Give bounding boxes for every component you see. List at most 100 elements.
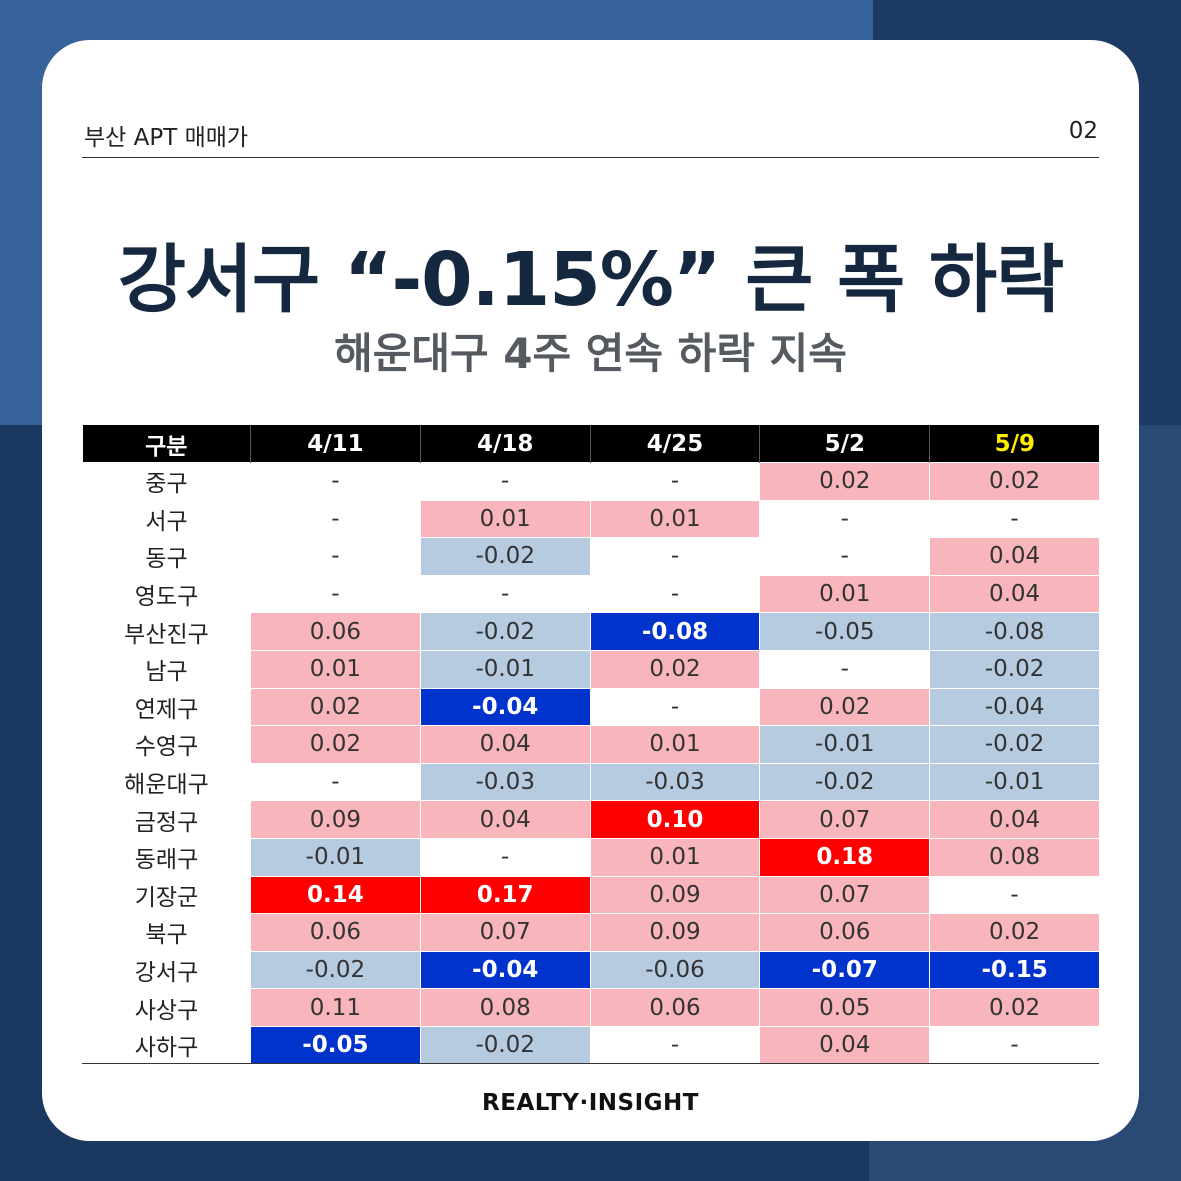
value-cell: 0.02	[929, 913, 1100, 952]
value-cell: -0.05	[759, 612, 931, 651]
value-cell: 0.06	[250, 612, 421, 651]
price-change-table: 구분 4/11 4/18 4/25 5/2 5/9 중구 - - -0.02 0.02 서구 -0.…	[82, 425, 1100, 1065]
value-cell: 0.01	[759, 574, 931, 614]
value-cell: -0.01	[929, 762, 1100, 802]
page-subtitle: 해운대구 4주 연속 하락 지속	[334, 329, 847, 378]
value-cell: -	[589, 687, 761, 727]
value-cell: -	[419, 462, 591, 501]
value-cell: 0.17	[419, 875, 591, 915]
table-row: 영도구 - - -0.01 0.04	[82, 574, 1100, 614]
value-cell: -0.02	[759, 762, 931, 802]
district-label: 연제구	[82, 687, 251, 727]
table-row: 서구 -0.01 0.01- -	[82, 499, 1100, 539]
price-change-table-container: 구분 4/11 4/18 4/25 5/2 5/9 중구 - - -0.02 0.02 서구 -0.…	[82, 425, 1100, 1065]
value-cell: -0.02	[419, 1025, 591, 1065]
district-label: 강서구	[82, 950, 251, 990]
value-cell: -	[589, 462, 761, 501]
value-cell: 0.02	[589, 649, 761, 689]
value-cell: 0.02	[929, 988, 1100, 1027]
value-cell: 0.06	[759, 913, 931, 952]
value-cell: -0.02	[250, 950, 421, 990]
value-cell: -	[250, 499, 421, 539]
district-label: 남구	[82, 649, 251, 689]
value-cell: -0.03	[589, 762, 761, 802]
value-cell: -0.06	[589, 950, 761, 990]
district-label: 동구	[82, 537, 251, 576]
table-row: 금정구 0.09 0.04 0.10 0.07 0.04	[82, 800, 1100, 839]
value-cell: -	[759, 499, 931, 539]
value-cell: -0.15	[929, 950, 1100, 990]
value-cell: 0.07	[759, 800, 931, 839]
district-label: 동래구	[82, 837, 251, 877]
value-cell: 0.14	[250, 875, 421, 915]
district-label: 수영구	[82, 725, 251, 764]
value-cell: 0.01	[589, 499, 761, 539]
value-cell: 0.11	[250, 988, 421, 1027]
value-cell: 0.02	[250, 687, 421, 727]
district-label: 북구	[82, 913, 251, 952]
value-cell: 0.02	[250, 725, 421, 764]
table-row: 북구 0.06 0.07 0.09 0.06 0.02	[82, 913, 1100, 952]
value-cell: 0.04	[419, 800, 591, 839]
value-cell: 0.01	[589, 837, 761, 877]
district-label: 사하구	[82, 1025, 251, 1065]
value-cell: 0.01	[250, 649, 421, 689]
table-row: 연제구 0.02 -0.04-0.02 -0.04	[82, 687, 1100, 727]
column-header-week: 5/2	[759, 425, 931, 463]
value-cell: -	[419, 837, 591, 877]
table-body: 중구 - - -0.02 0.02 서구 -0.01 0.01- - 동구 - -0.02- -0.04…	[82, 462, 1100, 1065]
value-cell: -0.04	[419, 687, 591, 727]
value-cell: -0.01	[250, 837, 421, 877]
district-label: 부산진구	[82, 612, 251, 651]
value-cell: -0.02	[419, 612, 591, 651]
value-cell: 0.07	[419, 913, 591, 952]
page-number: 02	[1068, 118, 1098, 144]
value-cell: 0.04	[929, 800, 1100, 839]
district-label: 서구	[82, 499, 251, 539]
value-cell: -	[589, 574, 761, 614]
value-cell: -	[589, 537, 761, 576]
table-row: 강서구 -0.02 -0.04 -0.06 -0.07 -0.15	[82, 950, 1100, 990]
value-cell: -0.02	[419, 537, 591, 576]
value-cell: 0.09	[589, 875, 761, 915]
header-label: 부산 APT 매매가	[84, 125, 249, 151]
table-row: 사하구 -0.05 -0.02-0.04-	[82, 1025, 1100, 1065]
page-title: 강서구 “-0.15%” 큰 폭 하락	[117, 237, 1064, 323]
table-row: 수영구 0.02 0.04 0.01 -0.01 -0.02	[82, 725, 1100, 764]
district-label: 영도구	[82, 574, 251, 614]
value-cell: 0.18	[759, 837, 931, 877]
value-cell: 0.04	[759, 1025, 931, 1065]
value-cell: -	[250, 762, 421, 802]
district-label: 사상구	[82, 988, 251, 1027]
column-header-district: 구분	[82, 425, 251, 463]
value-cell: -	[929, 499, 1100, 539]
value-cell: -	[419, 574, 591, 614]
district-label: 기장군	[82, 875, 251, 915]
brand-footer: REALTY·INSIGHT	[482, 1090, 699, 1116]
value-cell: 0.09	[589, 913, 761, 952]
value-cell: -0.02	[929, 725, 1100, 764]
value-cell: -	[929, 875, 1100, 915]
value-cell: 0.08	[929, 837, 1100, 877]
value-cell: -0.04	[419, 950, 591, 990]
value-cell: 0.04	[929, 574, 1100, 614]
value-cell: 0.02	[929, 462, 1100, 501]
value-cell: -	[929, 1025, 1100, 1065]
value-cell: 0.10	[589, 800, 761, 839]
table-row: 동구 - -0.02- -0.04	[82, 537, 1100, 576]
table-bottom-divider	[82, 1063, 1099, 1064]
column-header-week: 5/9	[929, 425, 1100, 463]
value-cell: -	[589, 1025, 761, 1065]
value-cell: -0.01	[419, 649, 591, 689]
value-cell: 0.04	[929, 537, 1100, 576]
value-cell: 0.08	[419, 988, 591, 1027]
table-row: 부산진구 0.06 -0.02 -0.08 -0.05 -0.08	[82, 612, 1100, 651]
value-cell: 0.05	[759, 988, 931, 1027]
table-row: 사상구 0.11 0.08 0.06 0.05 0.02	[82, 988, 1100, 1027]
column-header-week: 4/18	[420, 425, 591, 463]
value-cell: -0.08	[589, 612, 761, 651]
value-cell: 0.06	[589, 988, 761, 1027]
value-cell: -0.05	[250, 1025, 421, 1065]
value-cell: -0.02	[929, 649, 1100, 689]
table-row: 중구 - - -0.02 0.02	[82, 462, 1100, 501]
